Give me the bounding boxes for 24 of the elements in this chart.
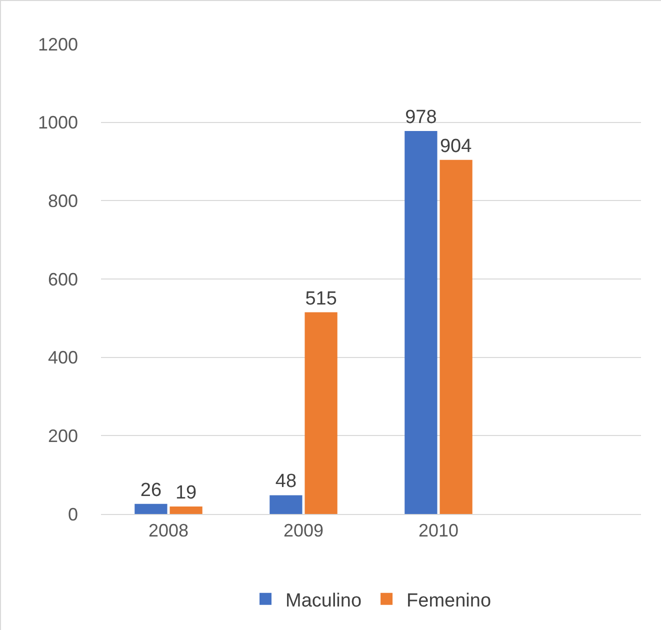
data-label: 19 bbox=[175, 482, 197, 504]
data-label: 978 bbox=[405, 106, 437, 128]
y-tick-label: 400 bbox=[48, 348, 78, 368]
y-tick-label: 1200 bbox=[38, 34, 78, 54]
bar bbox=[404, 130, 438, 514]
y-tick-label: 0 bbox=[68, 504, 78, 524]
x-tick-label: 2009 bbox=[283, 520, 324, 541]
bar bbox=[270, 495, 302, 514]
x-tick-label: 2008 bbox=[148, 520, 189, 541]
legend-label: Maculino bbox=[286, 590, 362, 612]
data-label: 26 bbox=[140, 480, 162, 501]
bar bbox=[304, 312, 338, 514]
x-tick-label: 2010 bbox=[418, 520, 459, 541]
data-label: 515 bbox=[305, 288, 337, 310]
data-label: 48 bbox=[275, 471, 297, 492]
bar bbox=[134, 504, 168, 514]
y-tick-label: 1000 bbox=[38, 112, 78, 133]
y-tick-label: 200 bbox=[48, 426, 78, 446]
legend-label: Femenino bbox=[406, 590, 492, 612]
bar bbox=[440, 160, 472, 514]
y-tick-label: 600 bbox=[48, 269, 78, 290]
bar bbox=[170, 506, 202, 514]
data-label: 904 bbox=[440, 136, 472, 157]
y-tick-label: 800 bbox=[48, 190, 78, 211]
